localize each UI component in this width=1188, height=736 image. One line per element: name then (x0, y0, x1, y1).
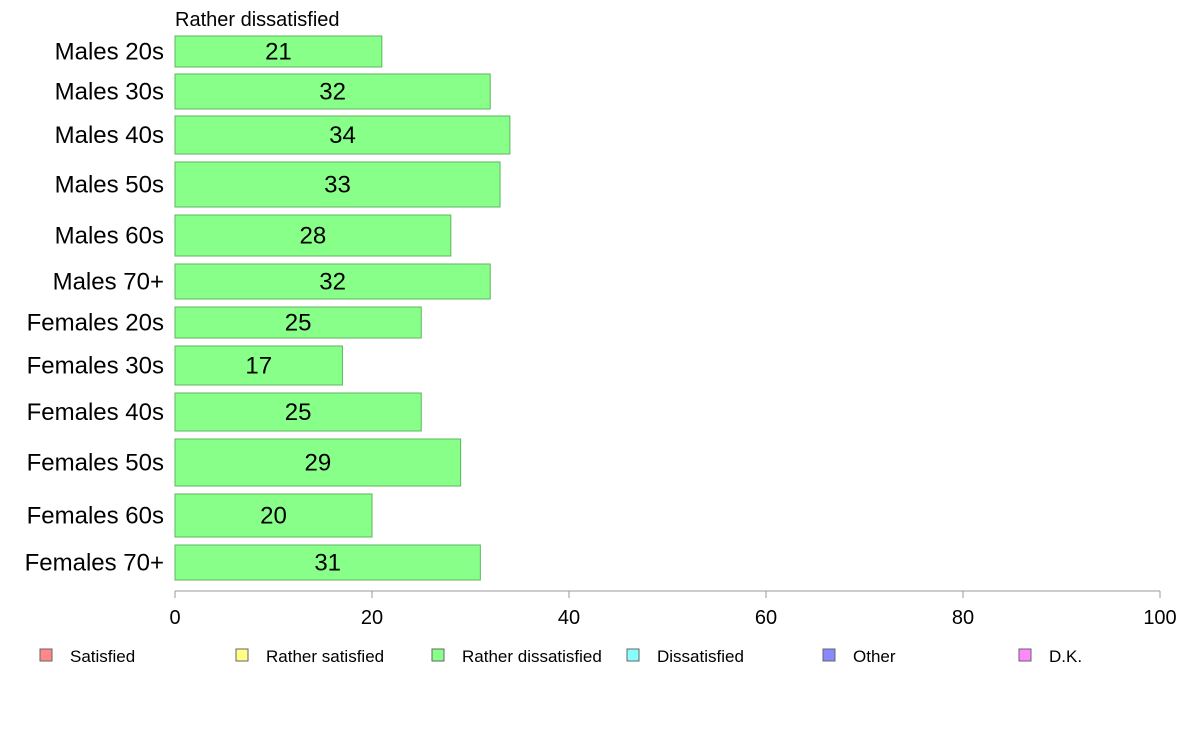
bar (174, 35, 383, 68)
legend-swatch (1018, 648, 1032, 662)
category-label: Females 70+ (25, 550, 164, 577)
bar (174, 438, 462, 487)
x-tick-label: 40 (558, 607, 580, 629)
bar (174, 115, 511, 155)
legend-label: Other (853, 647, 896, 666)
data-label: 28 (300, 223, 327, 250)
data-label: 25 (285, 310, 312, 337)
category-label: Males 50s (55, 172, 164, 199)
x-axis: 0 20 40 60 80 100 (169, 590, 1177, 629)
legend-swatch (39, 648, 53, 662)
legend-label: D.K. (1049, 647, 1082, 666)
data-label: 32 (319, 269, 346, 296)
legend-label: Rather satisfied (266, 647, 384, 666)
legend-label: Rather dissatisfied (462, 647, 602, 666)
bar (174, 161, 501, 208)
x-tick-label: 20 (361, 607, 383, 629)
bar (174, 263, 491, 300)
legend-swatch (431, 648, 445, 662)
legend-label: Dissatisfied (657, 647, 744, 666)
category-label: Males 30s (55, 79, 164, 106)
category-label: Females 60s (27, 503, 164, 530)
category-label: Males 60s (55, 223, 164, 250)
data-label: 32 (319, 79, 346, 106)
bar (174, 214, 452, 257)
bars-group: Males 20s 21 Males 30s 32 Males 40s 34 Males 5… (25, 35, 511, 581)
bar (174, 345, 343, 386)
data-label: 29 (304, 450, 331, 477)
bar (174, 392, 422, 432)
legend-swatch (235, 648, 249, 662)
category-label: Females 40s (27, 399, 164, 426)
data-label: 31 (314, 550, 341, 577)
x-tick-label: 80 (952, 607, 974, 629)
category-label: Males 40s (55, 122, 164, 149)
category-label: Females 30s (27, 353, 164, 380)
category-label: Males 20s (55, 39, 164, 66)
category-label: Males 70+ (53, 269, 164, 296)
legend-swatch (822, 648, 836, 662)
data-label: 17 (245, 353, 272, 380)
legend-swatch (626, 648, 640, 662)
legend: Satisfied Rather satisfied Rather dissatis… (39, 647, 1082, 666)
x-tick-label: 100 (1143, 607, 1176, 629)
data-label: 33 (324, 172, 351, 199)
legend-label: Satisfied (70, 647, 135, 666)
x-tick-label: 60 (755, 607, 777, 629)
category-label: Females 50s (27, 450, 164, 477)
data-label: 21 (265, 39, 292, 66)
category-label: Females 20s (27, 310, 164, 337)
bar (174, 544, 481, 581)
bar (174, 493, 373, 538)
data-label: 25 (285, 399, 312, 426)
x-tick-label: 0 (169, 607, 180, 629)
data-label: 20 (260, 503, 287, 530)
data-label: 34 (329, 122, 356, 149)
bar (174, 306, 422, 339)
bar (174, 73, 491, 110)
chart-title: Rather dissatisfied (175, 9, 340, 31)
